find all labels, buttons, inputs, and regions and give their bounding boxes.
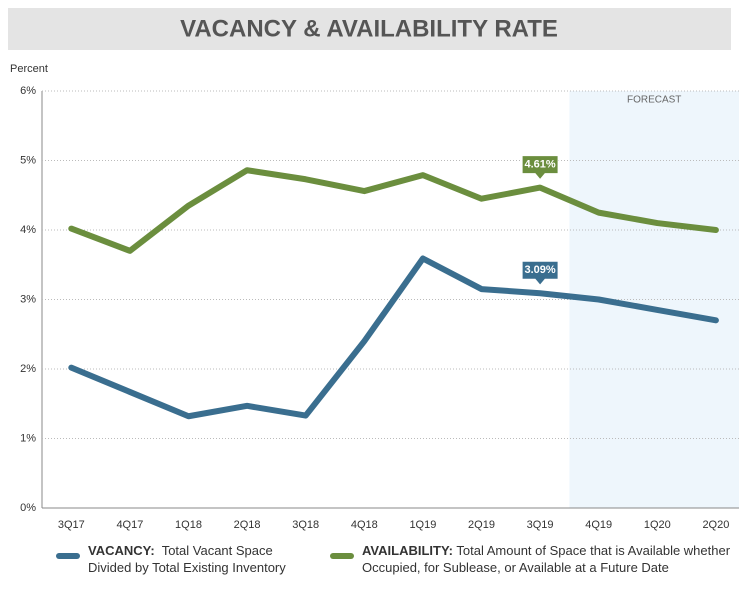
legend-swatch: [330, 553, 354, 559]
data-line: [68, 167, 719, 254]
callout: [521, 260, 559, 287]
x-tick-label: 1Q19: [409, 519, 436, 531]
x-tick-label: 2Q18: [234, 519, 261, 531]
y-tick-label: 6%: [20, 85, 36, 97]
data-label: 4.61%: [524, 159, 555, 171]
callout: [521, 155, 559, 181]
data-label: 3.09%: [524, 264, 555, 276]
y-tick-label: 2%: [20, 363, 36, 375]
x-tick-label: 4Q17: [116, 519, 143, 531]
legend-description: Total Vacant Space Divided by Total Exis…: [88, 543, 286, 575]
x-tick-label: 4Q19: [585, 519, 612, 531]
y-axis-label: Percent: [10, 63, 48, 75]
legend-name: VACANCY:: [88, 543, 155, 558]
forecast-label: FORECAST: [627, 95, 681, 106]
x-tick-label: 2Q19: [468, 519, 495, 531]
title-banner: [8, 8, 731, 50]
x-tick-label: 3Q18: [292, 519, 319, 531]
data-line: [68, 255, 719, 420]
y-tick-label: 0%: [20, 502, 36, 514]
chart-title: VACANCY & AVAILABILITY RATE: [180, 15, 558, 42]
x-tick-label: 1Q20: [644, 519, 671, 531]
x-tick-label: 1Q18: [175, 519, 202, 531]
x-tick-label: 3Q17: [58, 519, 85, 531]
legend-item: VACANCY: Total Vacant Space Divided by T…: [88, 542, 318, 576]
x-tick-label: 4Q18: [351, 519, 378, 531]
x-tick-label: 2Q20: [702, 519, 729, 531]
x-tick-label: 3Q19: [527, 519, 554, 531]
y-tick-label: 4%: [20, 224, 36, 236]
legend-description: Total Amount of Space that is Available …: [362, 543, 731, 575]
legend-swatch: [56, 553, 80, 559]
y-tick-label: 5%: [20, 154, 36, 166]
legend-item: AVAILABILITY: Total Amount of Space that…: [362, 542, 734, 576]
y-tick-label: 3%: [20, 293, 36, 305]
legend-name: AVAILABILITY:: [362, 543, 453, 558]
y-tick-label: 1%: [20, 432, 36, 444]
